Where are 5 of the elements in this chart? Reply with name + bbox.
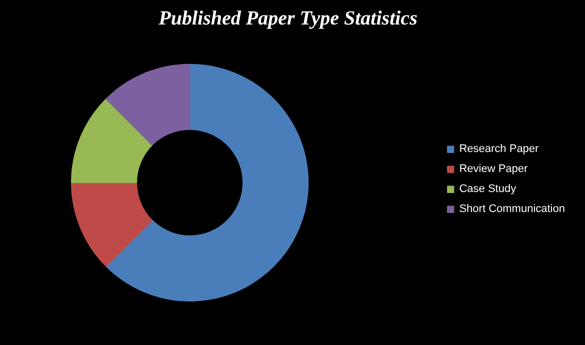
chart-title: Published Paper Type Statistics [158, 8, 418, 30]
legend-label: Review Paper [459, 163, 528, 175]
legend-label: Research Paper [459, 143, 539, 155]
legend-label: Short Communication [459, 203, 565, 215]
legend-label: Case Study [459, 183, 516, 195]
